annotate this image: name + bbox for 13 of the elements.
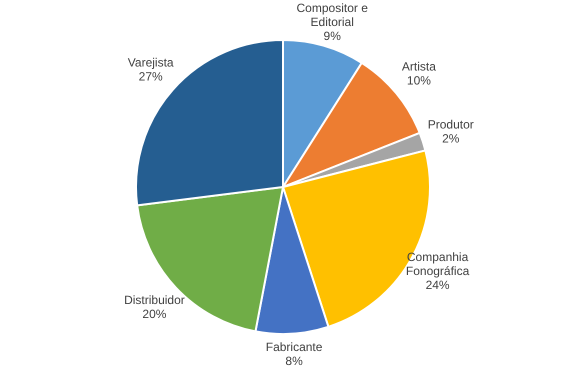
data-label: 2% <box>442 132 460 146</box>
slice-label: Varejista <box>128 56 174 70</box>
data-label: 10% <box>406 74 432 88</box>
data-label: 9% <box>324 29 342 44</box>
slice-label: Produtor <box>428 118 474 132</box>
data-label: 20% <box>142 306 167 321</box>
slice-label: Distribuidor <box>124 292 185 307</box>
slice-label: Artista <box>402 60 436 74</box>
slice-label: Fabricante <box>266 340 323 354</box>
data-label: 8% <box>285 354 304 368</box>
data-label: 24% <box>426 278 450 292</box>
slice-label: Compositor e Editorial <box>296 1 368 30</box>
data-label: 27% <box>138 70 164 84</box>
